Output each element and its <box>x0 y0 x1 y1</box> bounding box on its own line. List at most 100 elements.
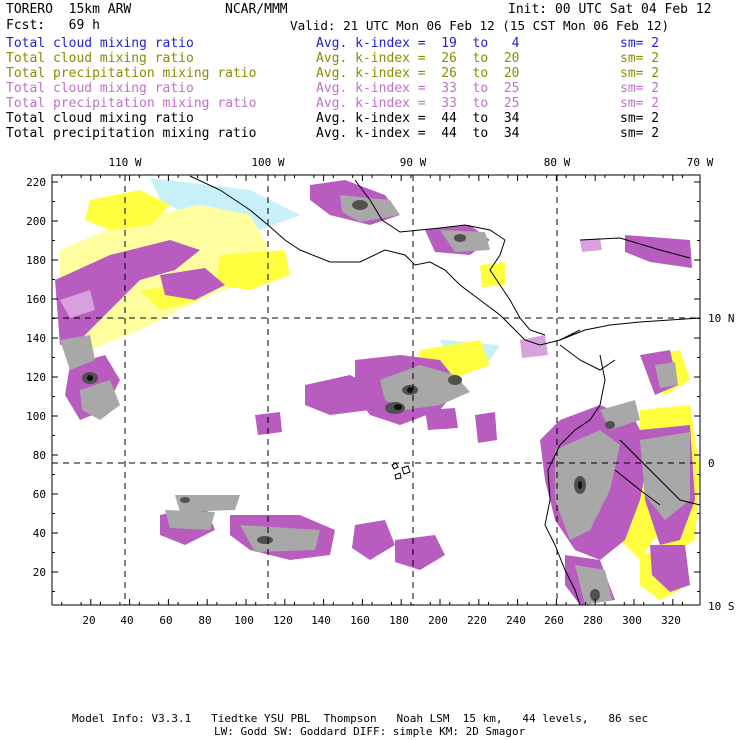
cloud-region <box>60 335 95 370</box>
cloud-core <box>454 234 466 242</box>
cloud-fields <box>55 178 700 605</box>
cloud-region <box>165 510 215 530</box>
legend-sm: sm= 2 <box>620 36 660 51</box>
x-tick-label: 180 <box>389 614 409 627</box>
x-tick-label: 300 <box>622 614 642 627</box>
physics-info: LW: Godd SW: Goddard DIFF: simple KM: 2D… <box>214 725 526 738</box>
cloud-region <box>555 430 620 540</box>
longitude-label: 90 W <box>400 156 427 169</box>
legend-field: Total precipitation mixing ratio <box>6 66 257 81</box>
latitude-label: 0 <box>708 457 715 470</box>
longitude-label: 110 W <box>108 156 141 169</box>
x-tick-label: 280 <box>583 614 603 627</box>
cloud-core <box>352 200 368 210</box>
y-tick-label: 180 <box>26 254 46 267</box>
coastline-south-america-north <box>559 317 700 341</box>
legend-sm: sm= 2 <box>620 66 660 81</box>
cloud-region <box>655 362 678 388</box>
cloud-region <box>215 250 290 290</box>
y-tick-label: 200 <box>26 215 46 228</box>
coastlines <box>189 175 700 605</box>
x-tick-label: 220 <box>467 614 487 627</box>
y-tick-label: 220 <box>26 176 46 189</box>
x-tick-label: 80 <box>198 614 211 627</box>
cloud-region <box>475 412 497 443</box>
y-tick-label: 20 <box>33 566 46 579</box>
cloud-region <box>255 412 282 435</box>
cloud-core <box>180 497 190 503</box>
x-tick-label: 160 <box>350 614 370 627</box>
cloud-core <box>590 589 600 601</box>
gray-cloud-layer <box>60 195 690 605</box>
legend-avg: Avg. k-index = 26 to 20 <box>316 51 520 66</box>
legend-field: Total cloud mixing ratio <box>6 81 194 96</box>
legend-field: Total cloud mixing ratio <box>6 36 194 51</box>
coastline-mexico-pacific <box>189 175 581 346</box>
y-tick-label: 120 <box>26 371 46 384</box>
coastline-yucatan <box>354 179 506 241</box>
cloud-core <box>394 404 402 410</box>
x-tick-label: 20 <box>82 614 95 627</box>
cloud-region <box>80 380 120 420</box>
y-tick-label: 80 <box>33 449 46 462</box>
legend-avg: Avg. k-index = 26 to 20 <box>316 66 520 81</box>
legend-field: Total precipitation mixing ratio <box>6 96 257 111</box>
y-tick-label: 160 <box>26 293 46 306</box>
cloud-region <box>150 178 300 230</box>
legend-sm: sm= 2 <box>620 96 660 111</box>
x-tick-label: 140 <box>311 614 331 627</box>
axis-ticks <box>52 175 700 605</box>
legend-avg: Avg. k-index = 44 to 34 <box>316 126 520 141</box>
border-line <box>619 439 700 506</box>
axis-labels: 20 40 60 80 100 120 140 160 180 200 220 … <box>26 156 734 627</box>
cloud-region <box>440 230 490 252</box>
cloud-core <box>407 387 413 393</box>
legend-avg: Avg. k-index = 44 to 34 <box>316 111 520 126</box>
x-tick-label: 60 <box>159 614 172 627</box>
cloud-region <box>240 525 320 552</box>
x-tick-label: 120 <box>273 614 293 627</box>
legend-field: Total precipitation mixing ratio <box>6 126 257 141</box>
y-tick-label: 40 <box>33 527 46 540</box>
init-time: Init: 00 UTC Sat 04 Feb 12 <box>508 2 712 17</box>
coastline-cuba <box>579 237 691 259</box>
border-line <box>614 469 661 506</box>
model-info: Model Info: V3.3.1 Tiedtke YSU PBL Thomp… <box>72 712 649 725</box>
x-tick-label: 320 <box>661 614 681 627</box>
cloud-region <box>352 520 395 560</box>
cloud-region <box>650 545 690 592</box>
latitude-label: 10 N <box>708 312 735 325</box>
legend-sm: sm= 2 <box>620 126 660 141</box>
cloud-region <box>580 238 602 252</box>
legend-field: Total cloud mixing ratio <box>6 51 194 66</box>
border-line <box>559 344 616 371</box>
cloud-region <box>175 495 240 512</box>
legend-sm: sm= 2 <box>620 111 660 126</box>
legend-sm: sm= 2 <box>620 81 660 96</box>
coastline-south-america-west <box>544 354 606 605</box>
x-tick-label: 200 <box>428 614 448 627</box>
latitude-label: 10 S <box>708 600 735 613</box>
cloud-region <box>380 365 470 410</box>
forecast-hour: Fcst: 69 h <box>6 18 100 33</box>
cloud-region <box>60 290 95 318</box>
cloud-region <box>575 565 612 605</box>
legend-field: Total cloud mixing ratio <box>6 111 194 126</box>
x-tick-label: 260 <box>544 614 564 627</box>
model-title: TORERO 15km ARW <box>6 2 132 17</box>
coastline-caribbean <box>489 239 546 336</box>
map-frame <box>51 174 701 606</box>
cloud-region <box>85 190 170 230</box>
cloud-region <box>160 268 225 300</box>
galapagos <box>391 462 411 480</box>
x-tick-label: 40 <box>120 614 133 627</box>
x-tick-label: 240 <box>506 614 526 627</box>
x-tick-label: 100 <box>234 614 254 627</box>
legend-sm: sm= 2 <box>620 51 660 66</box>
cloud-region <box>625 235 692 268</box>
legend-avg: Avg. k-index = 19 to 4 <box>316 36 520 51</box>
dark-cloud-cores <box>82 200 615 601</box>
longitude-label: 100 W <box>251 156 284 169</box>
